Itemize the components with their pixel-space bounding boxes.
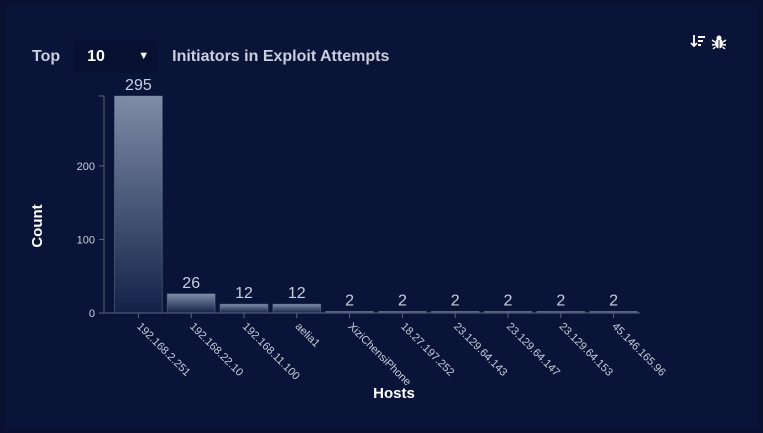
bar-value-label: 2 <box>398 293 407 310</box>
bar <box>272 303 322 314</box>
bar-value-label: 2 <box>609 293 618 310</box>
bar-value-label: 295 <box>125 77 152 94</box>
bar-value-label: 12 <box>288 285 306 302</box>
bar-value-label: 26 <box>182 275 200 292</box>
x-tick-label: 192.168.22.10 <box>187 321 245 379</box>
chart-header: Top 10 ▼ Initiators in Exploit Attempts <box>32 41 389 73</box>
x-tick-label: 192.168.2.251 <box>134 321 192 379</box>
x-tick-label: 18.27.197.252 <box>398 321 456 379</box>
y-tick-label: 0 <box>89 308 95 320</box>
bar-value-label: 2 <box>504 293 513 310</box>
x-tick-label: aelia1 <box>293 321 322 350</box>
bar <box>166 293 216 314</box>
top-count-select[interactable]: 10 ▼ <box>74 41 158 73</box>
chart-toolbar <box>690 34 727 50</box>
sort-icon[interactable] <box>690 34 706 50</box>
y-tick-label: 100 <box>77 234 95 246</box>
top-count-value: 10 <box>87 48 105 65</box>
axes-group: 0 100 200 192.168.2.251192.168.22.10192.168… <box>77 95 668 388</box>
y-axis-title: Count <box>29 204 46 247</box>
x-axis-title: Hosts <box>373 385 415 402</box>
chevron-down-icon: ▼ <box>138 50 150 62</box>
bar-value-label: 2 <box>556 293 565 310</box>
bar-value-label: 2 <box>345 293 354 310</box>
bug-icon[interactable] <box>711 34 727 50</box>
x-tick-label: 23.129.64.143 <box>451 321 509 379</box>
x-tick-label: 45.146.165.96 <box>609 321 667 379</box>
y-tick-label: 200 <box>77 161 95 173</box>
bar-value-label: 12 <box>235 285 253 302</box>
bar <box>219 303 269 314</box>
x-tick-label: 23.129.64.153 <box>557 321 615 379</box>
top-label: Top <box>32 48 61 65</box>
chart-title: Initiators in Exploit Attempts <box>172 48 390 65</box>
x-tick-label: 23.129.64.147 <box>504 321 562 379</box>
x-tick-label: 192.168.11.100 <box>240 321 302 383</box>
bar <box>114 95 163 314</box>
bar-value-label: 2 <box>451 293 460 310</box>
bars-group: 295 26 12 12 2 2 2 2 2 2 <box>114 77 639 314</box>
